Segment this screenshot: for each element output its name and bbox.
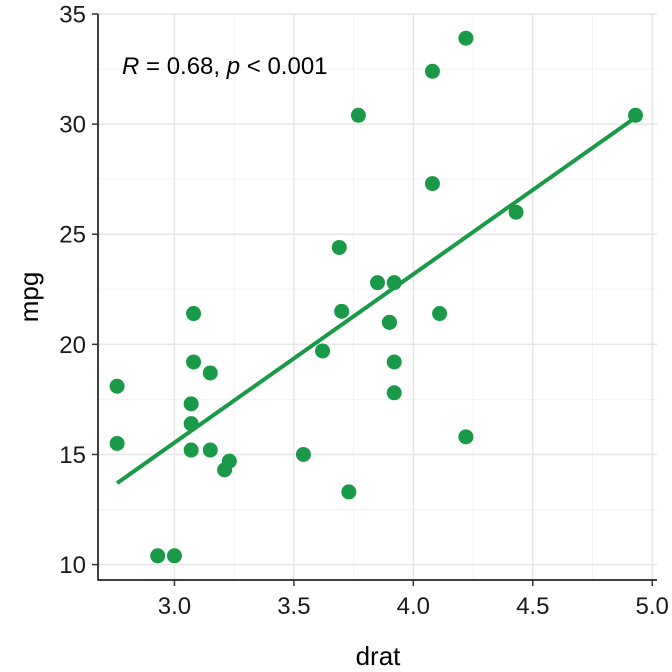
data-point — [424, 63, 440, 79]
fit-line-group — [115, 115, 637, 485]
data-point — [109, 435, 125, 451]
data-point — [150, 548, 166, 564]
plot-background — [98, 14, 657, 580]
y-ticks: 10 15 20 25 30 35 — [59, 2, 98, 579]
y-tick-label: 30 — [59, 112, 86, 139]
data-point — [432, 306, 448, 322]
data-point — [183, 442, 199, 458]
y-tick-label: 35 — [59, 2, 86, 29]
data-points — [109, 30, 643, 564]
x-tick-label: 4.0 — [397, 593, 430, 620]
data-point — [628, 107, 643, 123]
x-tick-label: 4.5 — [516, 593, 549, 620]
x-axis-title: drat — [356, 641, 402, 671]
data-point — [508, 204, 524, 220]
data-point — [202, 365, 218, 381]
p-symbol: p — [226, 53, 240, 80]
data-point — [202, 442, 218, 458]
y-axis-title: mpg — [14, 272, 44, 323]
data-point — [331, 239, 347, 255]
x-ticks: 3.0 3.5 4.0 4.5 5.0 — [158, 580, 669, 620]
r-value-text: = 0.68, — [139, 53, 226, 80]
data-point — [370, 275, 385, 291]
data-point — [341, 484, 357, 500]
y-tick-label: 15 — [59, 442, 86, 469]
regression-line — [115, 115, 637, 485]
y-tick-label: 20 — [59, 332, 86, 359]
data-point — [109, 378, 125, 394]
x-tick-label: 3.5 — [277, 593, 310, 620]
p-value-text: < 0.001 — [240, 53, 327, 80]
data-point — [166, 548, 182, 564]
data-point — [183, 396, 199, 412]
data-point — [334, 303, 350, 319]
y-tick-label: 25 — [59, 222, 86, 249]
axes — [97, 14, 657, 581]
data-point — [386, 354, 402, 370]
data-point — [295, 446, 311, 462]
data-point — [386, 275, 402, 291]
data-point — [458, 429, 474, 445]
r-symbol: R — [122, 53, 139, 80]
x-tick-label: 5.0 — [636, 593, 669, 620]
data-point — [186, 306, 202, 322]
data-point — [386, 385, 402, 401]
data-point — [424, 176, 440, 192]
data-point — [350, 107, 366, 123]
data-point — [315, 343, 331, 359]
y-tick-label: 10 — [59, 552, 86, 579]
data-point — [381, 314, 397, 330]
data-point — [221, 453, 237, 469]
data-point — [458, 30, 474, 46]
data-point — [183, 416, 199, 432]
correlation-annotation: R = 0.68, p < 0.001 — [122, 53, 328, 80]
x-tick-label: 3.0 — [158, 593, 191, 620]
data-point — [186, 354, 202, 370]
